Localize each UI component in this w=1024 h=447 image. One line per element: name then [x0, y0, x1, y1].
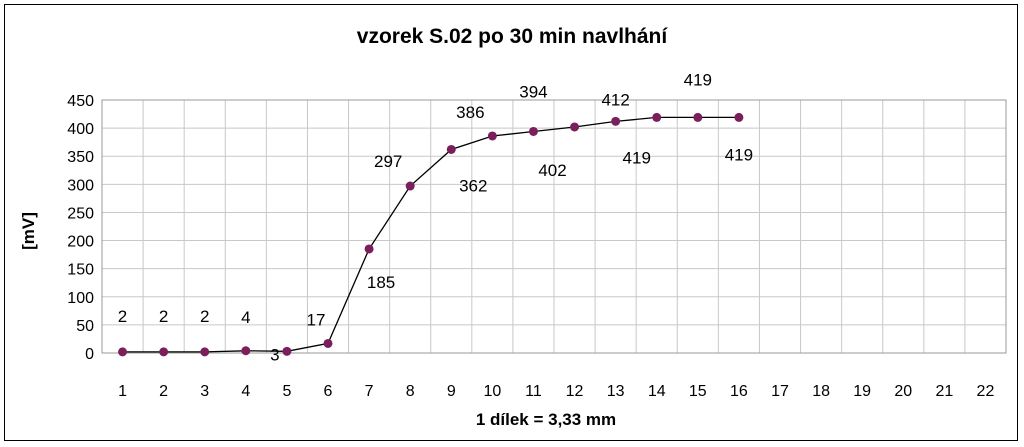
x-tick-label: 5 [282, 383, 291, 400]
x-tick-label: 11 [525, 383, 542, 400]
data-point [652, 112, 662, 122]
data-point [528, 126, 538, 136]
y-tick-label: 150 [67, 262, 94, 279]
data-label: 2 [159, 307, 168, 326]
x-tick-label: 20 [894, 383, 912, 400]
y-tick-label: 200 [67, 234, 94, 251]
x-tick-label: 22 [977, 383, 995, 400]
y-tick-label: 0 [85, 346, 94, 363]
x-tick-label: 10 [483, 383, 501, 400]
data-point [405, 181, 415, 191]
data-label: 419 [623, 148, 651, 167]
data-point [487, 131, 497, 141]
data-point [693, 112, 703, 122]
data-point [570, 122, 580, 132]
data-label: 3 [270, 345, 279, 364]
x-tick-label: 1 [118, 383, 127, 400]
chart-frame: vzorek S.02 po 30 min navlhání 0 50 100 150… [4, 4, 1018, 441]
data-label: 402 [538, 161, 566, 180]
y-tick-label: 300 [67, 177, 94, 194]
y-tick-label: 400 [67, 121, 94, 138]
plot-area [101, 99, 1007, 354]
y-tick-label: 100 [67, 290, 94, 307]
x-tick-label: 21 [935, 383, 953, 400]
y-axis-title: [mV] [19, 212, 38, 250]
data-label: 386 [456, 103, 484, 122]
data-point [118, 347, 128, 357]
chart-canvas: vzorek S.02 po 30 min navlhání 050100150… [19, 25, 1007, 429]
x-tick-label: 4 [241, 383, 250, 400]
x-tick-label: 3 [200, 383, 209, 400]
x-tick-label: 15 [689, 383, 707, 400]
x-tick-label: 19 [853, 383, 871, 400]
x-tick-label: 7 [365, 383, 374, 400]
data-point [323, 338, 333, 348]
data-label: 419 [725, 145, 753, 164]
data-label: 362 [459, 176, 487, 195]
x-tick-label: 2 [159, 383, 168, 400]
x-tick-label: 17 [771, 383, 789, 400]
data-label: 4 [241, 308, 250, 327]
data-label: 185 [367, 273, 395, 292]
data-label: 394 [519, 82, 547, 101]
x-axis-title: 1 dílek = 3,33 mm [476, 410, 616, 429]
x-tick-label: 13 [607, 383, 625, 400]
data-point [159, 347, 169, 357]
x-axis: 1 2 3 4 5 6 7 8 9 10 11 12 13 14 15 16 17 18 19 20 21 22 [118, 383, 994, 400]
data-point [446, 144, 456, 154]
y-tick-label: 450 [67, 93, 94, 110]
y-axis: 0 50 100 150 200 250 300 350 400 450 [67, 93, 94, 363]
data-label: 412 [601, 90, 629, 109]
series-polyline [122, 116, 739, 353]
data-label: 2 [118, 307, 127, 326]
x-tick-label: 18 [812, 383, 830, 400]
data-label: 17 [307, 310, 326, 329]
x-tick-label: 9 [447, 383, 456, 400]
data-point [241, 346, 251, 356]
data-point [200, 347, 210, 357]
series-line: 2 2 2 4 3 17 185 297 362 386 394 402 412 419 419 419 [118, 70, 753, 364]
data-point [734, 112, 744, 122]
data-label: 297 [374, 152, 402, 171]
data-point [611, 116, 621, 126]
x-tick-label: 6 [324, 383, 333, 400]
x-tick-label: 8 [406, 383, 415, 400]
x-tick-label: 14 [648, 383, 666, 400]
y-tick-label: 250 [67, 205, 94, 222]
gridlines [102, 99, 1006, 354]
x-tick-label: 16 [730, 383, 748, 400]
data-label: 419 [684, 70, 712, 89]
data-point [282, 346, 292, 356]
chart-title: vzorek S.02 po 30 min navlhání [357, 25, 669, 48]
y-tick-label: 50 [76, 318, 94, 335]
y-tick-label: 350 [67, 149, 94, 166]
x-tick-label: 12 [566, 383, 584, 400]
data-point [364, 244, 374, 254]
data-label: 2 [200, 307, 209, 326]
